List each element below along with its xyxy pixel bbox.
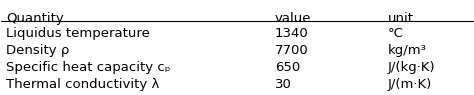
Text: value: value (275, 12, 311, 25)
Text: kg/m³: kg/m³ (388, 44, 427, 57)
Text: unit: unit (388, 12, 414, 25)
Text: °C: °C (388, 27, 404, 40)
Text: Specific heat capacity cₚ: Specific heat capacity cₚ (6, 61, 171, 74)
Text: Liquidus temperature: Liquidus temperature (6, 27, 150, 40)
Text: 1340: 1340 (275, 27, 309, 40)
Text: 30: 30 (275, 78, 292, 91)
Text: 7700: 7700 (275, 44, 309, 57)
Text: Thermal conductivity λ: Thermal conductivity λ (6, 78, 159, 91)
Text: J/(kg·K): J/(kg·K) (388, 61, 436, 74)
Text: Density ρ: Density ρ (6, 44, 70, 57)
Text: J/(m·K): J/(m·K) (388, 78, 432, 91)
Text: Quantity: Quantity (6, 12, 64, 25)
Text: 650: 650 (275, 61, 300, 74)
